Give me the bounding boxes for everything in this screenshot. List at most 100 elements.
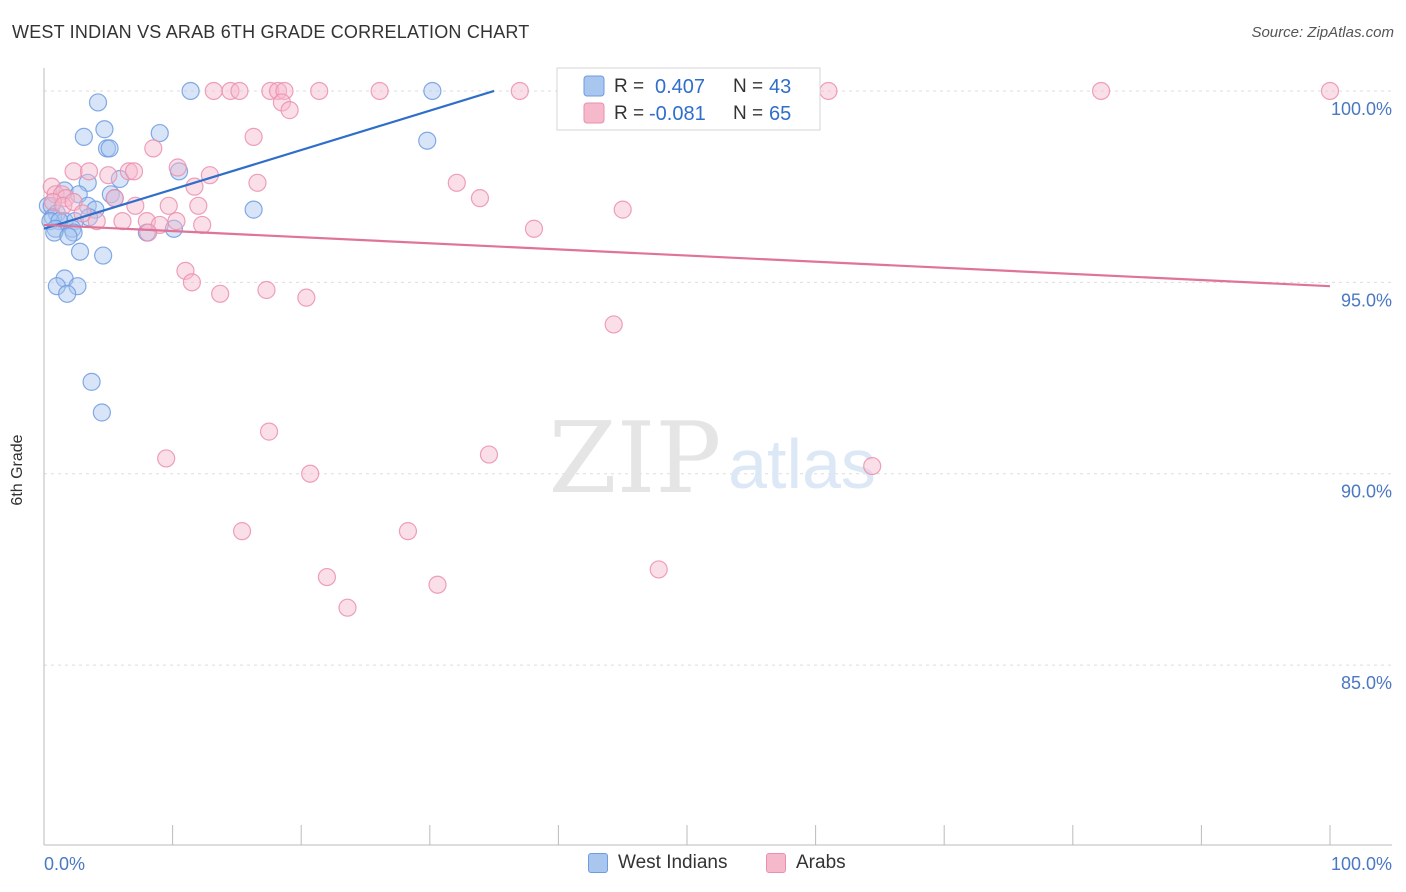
legend-item-arabs: Arabs [766, 852, 846, 874]
arab-point [613, 200, 632, 219]
arab-point [168, 158, 187, 177]
west-indian-point [68, 277, 87, 296]
legend-swatch-arabs [583, 102, 605, 124]
correlation-legend: R = 0.407 N = 43 R = -0.081 N = 65 [556, 67, 821, 131]
grid-layer [44, 90, 1392, 666]
arab-point [99, 166, 118, 185]
arab-point [230, 81, 249, 101]
arab-point [204, 81, 223, 101]
west-indian-point [59, 227, 78, 246]
legend-item-west-indians: West Indians [588, 852, 727, 874]
arab-point [176, 261, 195, 280]
west-indian-point [92, 403, 111, 422]
arab-point [479, 445, 499, 464]
west-indian-point [244, 200, 263, 219]
west-indian-point [74, 127, 93, 146]
arab-point [604, 315, 623, 334]
y-tick-label: 95.0% [1341, 290, 1392, 310]
west-indian-trendline [43, 89, 495, 230]
arab-point [182, 273, 201, 292]
arab-point [157, 449, 176, 468]
west-indian-point [70, 242, 90, 261]
arab-point [144, 139, 163, 158]
arab-trendline [43, 223, 1331, 288]
legend-r-label: R = [614, 103, 644, 124]
y-tick-label: 90.0% [1341, 482, 1392, 502]
west-indian-point [88, 93, 108, 112]
west-indian-point [47, 277, 66, 296]
arab-point [113, 212, 132, 231]
arab-point [428, 575, 447, 594]
y-tick-label: 100.0% [1331, 99, 1392, 119]
west-indian-point [45, 223, 64, 242]
legend-label-west-indians: West Indians [618, 852, 728, 873]
arab-point [159, 196, 178, 215]
points-layer [38, 81, 1340, 617]
legend-n-value: 43 [769, 76, 791, 98]
west-indian-point [95, 120, 114, 139]
arab-point [398, 522, 418, 541]
arab-point [189, 196, 208, 215]
arab-point [43, 192, 63, 212]
arab-point [510, 81, 529, 101]
legend-n-label: N = [733, 103, 763, 124]
arab-point [1320, 81, 1340, 101]
x-tick-label: 0.0% [44, 854, 85, 874]
west-indian-point [82, 372, 101, 391]
arab-point [447, 173, 466, 192]
arab-point [863, 456, 882, 476]
west-indian-point [150, 123, 169, 143]
west-indian-point [181, 81, 200, 101]
series-legend: West Indians Arabs [0, 852, 1406, 878]
x-tick-label: 100.0% [1331, 854, 1392, 874]
arab-point [167, 212, 186, 231]
arab-point [232, 522, 252, 541]
west-indian-point [58, 284, 77, 303]
arab-point [64, 162, 83, 181]
legend-swatch-west-indians [588, 853, 608, 873]
arab-point [280, 101, 299, 120]
watermark: ZIP atlas [549, 402, 876, 516]
arab-point [275, 81, 294, 101]
legend-label-arabs: Arabs [796, 852, 846, 873]
watermark-atlas: atlas [728, 425, 876, 503]
arab-point [211, 284, 230, 303]
arab-point [248, 173, 267, 192]
legend-r-value: -0.081 [649, 103, 706, 125]
legend-r-label: R = [614, 76, 644, 97]
trend-layer [43, 89, 1331, 288]
chart-title: WEST INDIAN VS ARAB 6TH GRADE CORRELATIO… [12, 22, 530, 42]
arab-point [338, 598, 357, 617]
arab-point [268, 81, 288, 101]
y-tick-label: 85.0% [1341, 673, 1392, 693]
arab-point [1091, 81, 1111, 101]
west-indian-point [418, 131, 437, 150]
arab-point [524, 219, 544, 238]
arab-point [244, 127, 263, 146]
arab-point [257, 280, 276, 300]
arab-point [259, 422, 279, 441]
arab-point [297, 288, 316, 307]
arab-point [261, 81, 280, 101]
legend-swatch-arabs [766, 853, 786, 873]
arab-point [54, 196, 73, 215]
arab-point [370, 81, 389, 101]
source-label: Source: ZipAtlas.com [1251, 24, 1394, 41]
arab-point [79, 162, 99, 181]
watermark-zip: ZIP [549, 402, 722, 516]
arab-point [310, 81, 329, 101]
arab-point [649, 560, 668, 579]
arab-point [119, 162, 138, 181]
legend-n-value: 65 [769, 103, 791, 125]
arab-point [139, 223, 158, 242]
legend-swatch-west-indians [583, 75, 605, 97]
arab-point [470, 189, 490, 208]
west-indian-point [423, 81, 442, 101]
legend-r-value: 0.407 [655, 76, 705, 98]
axis-layer: 100.0% 95.0% 90.0% 85.0% 0.0% 100.0% [43, 68, 1392, 874]
west-indian-point [100, 139, 119, 158]
arab-point [124, 162, 144, 181]
arab-point [301, 464, 320, 483]
west-indian-point [94, 246, 113, 265]
